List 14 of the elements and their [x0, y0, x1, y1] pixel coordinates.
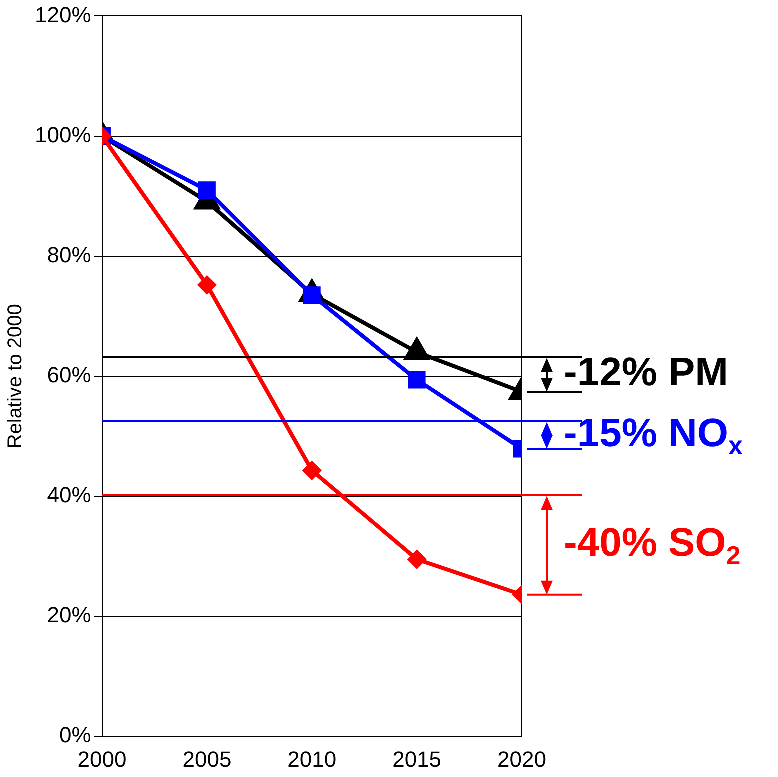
y-tick-label: 100%	[34, 122, 92, 148]
text: -12% PM	[564, 350, 728, 395]
y-tick-label: 120%	[34, 2, 92, 28]
x-tick-label: 2020	[498, 746, 546, 772]
y-tick-label: 0%	[59, 722, 92, 748]
y-tick-label: 60%	[47, 362, 92, 388]
x-tick-label: 2010	[288, 746, 337, 772]
y-axis-title: Relative to 2000	[4, 304, 27, 449]
x-tick-label: 2000	[78, 746, 127, 772]
x-tick-label: 2015	[392, 746, 442, 772]
y-tick-label: 80%	[47, 242, 92, 268]
x-tick-label: 2005	[182, 746, 232, 772]
y-tick-label: 40%	[47, 482, 92, 508]
y-tick-label: 20%	[47, 602, 92, 628]
